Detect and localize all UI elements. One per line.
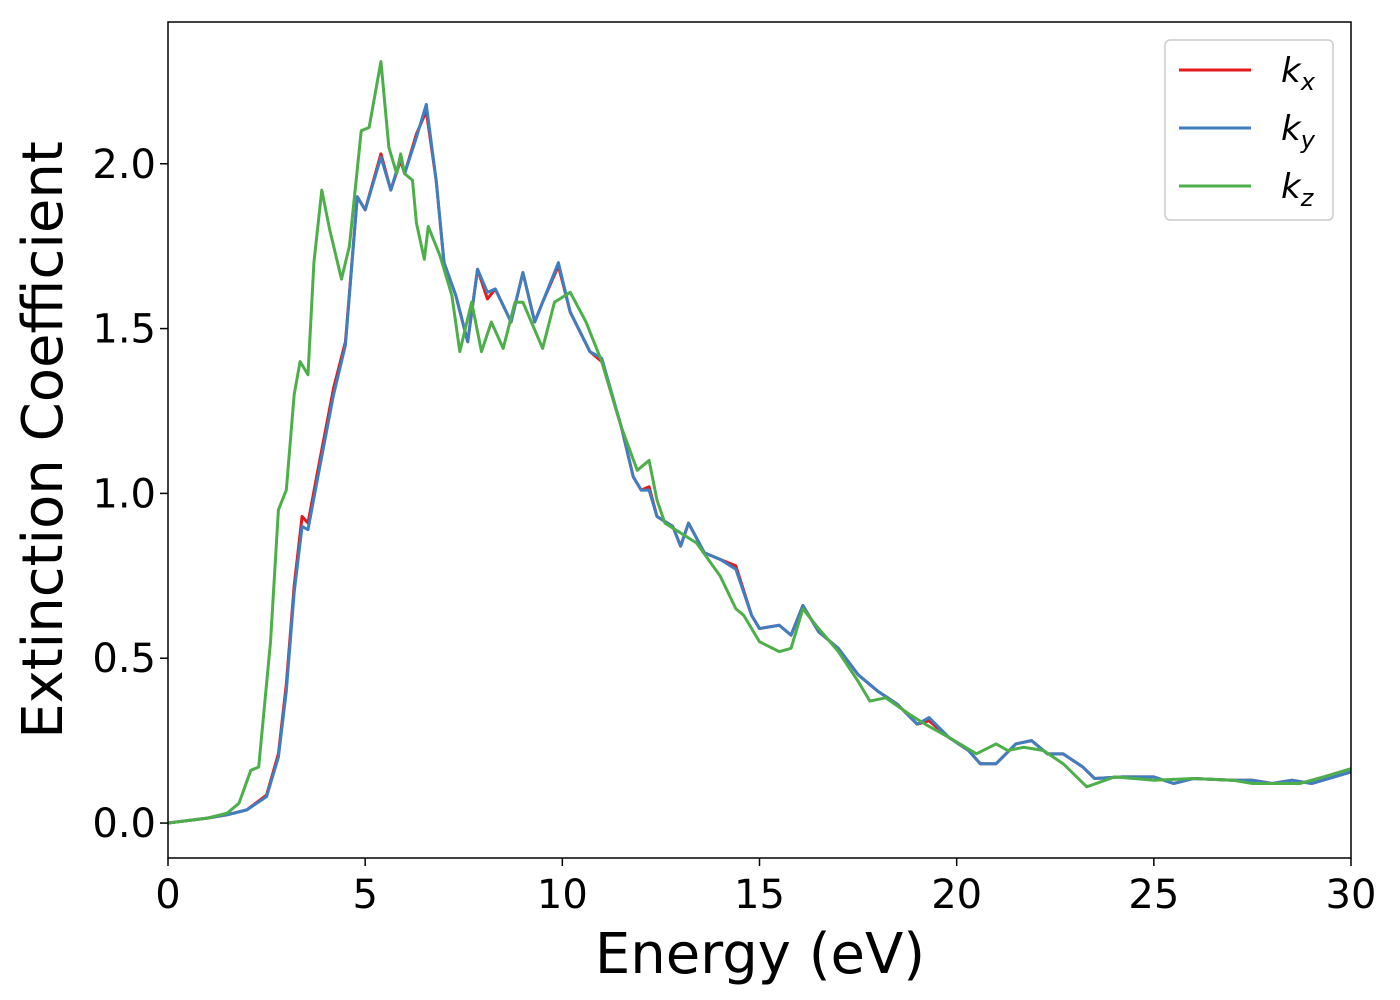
y-tick-label: 0.0 bbox=[92, 801, 156, 847]
y-tick-label: 2.0 bbox=[92, 142, 156, 188]
x-tick-label: 10 bbox=[537, 872, 588, 918]
x-tick-label: 30 bbox=[1326, 872, 1377, 918]
x-tick-label: 15 bbox=[734, 872, 785, 918]
legend-label: kx bbox=[1281, 51, 1316, 96]
y-tick-label: 1.0 bbox=[92, 471, 156, 517]
y-tick-label: 0.5 bbox=[92, 636, 156, 682]
x-tick-label: 5 bbox=[352, 872, 377, 918]
data-line bbox=[168, 60, 1351, 825]
x-axis-label: Energy (eV) bbox=[595, 922, 925, 987]
plot-frame bbox=[167, 21, 1352, 859]
legend-box bbox=[1164, 39, 1334, 221]
legend-label: ky bbox=[1281, 109, 1316, 154]
x-tick-label: 0 bbox=[155, 872, 180, 918]
x-tick-label: 20 bbox=[931, 872, 982, 918]
legend-label: kz bbox=[1281, 167, 1315, 212]
y-axis-label: Extinction Coefficient bbox=[11, 141, 76, 739]
y-tick-label: 1.5 bbox=[92, 307, 156, 353]
x-tick-label: 25 bbox=[1128, 872, 1179, 918]
